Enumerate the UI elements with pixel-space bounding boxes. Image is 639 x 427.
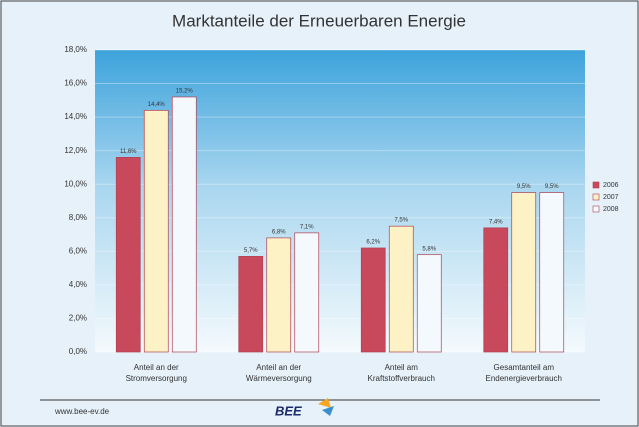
bar [539,192,565,353]
legend-label: 2006 [603,182,619,189]
chart-title: Marktanteile der Erneuerbaren Energie [172,11,466,30]
bar [266,237,292,353]
y-tick-label: 8,0% [69,213,87,222]
data-label: 6,8% [272,229,286,235]
y-tick-label: 18,0% [64,45,87,54]
data-label: 6,2% [366,240,380,246]
data-label: 7,5% [394,218,408,224]
data-label: 7,1% [300,224,314,230]
data-label: 7,4% [489,219,503,225]
bar [388,225,414,353]
y-tick-label: 2,0% [69,314,87,323]
x-tick-label: Gesamtanteil am Endenergieverbrauch [485,363,563,383]
y-tick-label: 10,0% [64,179,87,188]
footer-url: www.bee-ev.de [54,407,110,416]
bar [143,110,169,353]
bar [171,96,197,353]
y-tick-label: 0,0% [69,347,87,356]
y-tick-label: 14,0% [64,112,87,121]
bar [511,192,537,353]
data-label: 11,6% [120,149,137,155]
y-tick-label: 6,0% [69,246,87,255]
x-tick-label: Anteil am Kraftstoffverbrauch [367,363,435,383]
y-tick-label: 12,0% [64,146,87,155]
legend-swatch [592,205,600,213]
bar [360,247,386,353]
bar [115,157,141,353]
bar [238,256,264,353]
bar [483,227,509,353]
legend-label: 2007 [603,194,619,201]
data-label: 15,2% [176,89,194,95]
legend-swatch [592,181,600,189]
x-tick-label: Anteil an der Wärmeversorgung [245,363,312,383]
data-label: 14,4% [148,102,166,108]
legend-label: 2008 [603,206,619,213]
data-label: 9,5% [517,184,531,190]
logo-icon [322,406,334,416]
legend-swatch [592,193,600,201]
bar [294,232,320,353]
data-label: 5,7% [244,248,258,254]
bar [416,254,442,353]
y-tick-label: 16,0% [64,79,87,88]
data-label: 5,8% [422,246,436,252]
logo-icon [318,398,331,408]
logo: BEE [275,403,302,418]
y-tick-label: 4,0% [69,280,87,289]
x-tick-label: Anteil an der Stromversorgung [125,363,187,383]
data-label: 9,5% [545,184,559,190]
